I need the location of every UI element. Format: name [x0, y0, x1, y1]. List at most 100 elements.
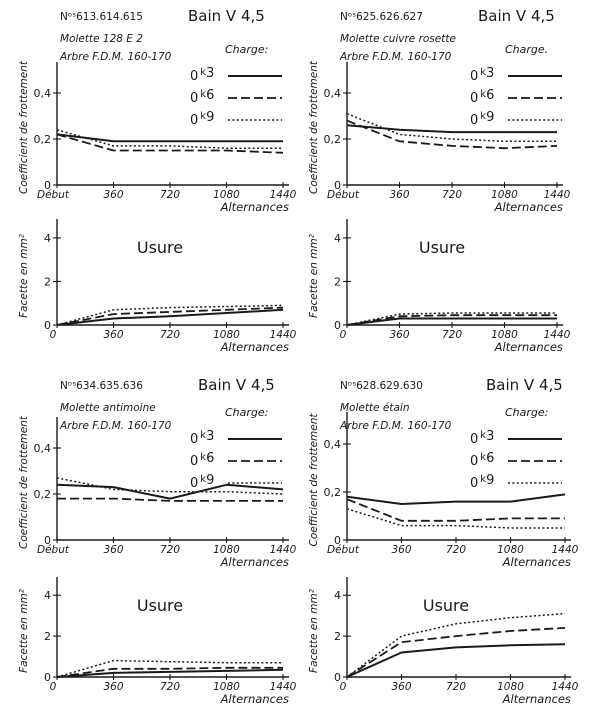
y-axis-label: Facette en mm²	[18, 588, 30, 673]
y-tick-label: 0,2	[324, 486, 342, 499]
x-tick-label: Début	[37, 189, 70, 201]
y-axis-label: Facette en mm²	[18, 233, 30, 318]
y-tick-label: 0	[44, 179, 51, 192]
series-line-0k6	[57, 497, 283, 502]
y-axis-label: Coefficient de frottement	[308, 413, 320, 547]
y-tick-label: 2	[44, 275, 51, 288]
x-tick-label: 360	[103, 681, 123, 693]
y-tick-label: 0	[334, 319, 341, 332]
wear-title: Usure	[419, 238, 465, 257]
legend-entry-0k6: 0 k6	[190, 451, 214, 469]
y-tick-label: 0,4	[324, 87, 342, 100]
y-tick-label: 0,4	[34, 442, 52, 455]
shaft-label: Arbre F.D.M. 160-170	[339, 51, 452, 63]
legend-entry-0k6: 0 k6	[470, 88, 494, 106]
y-axis-label: Coefficient de frottement	[18, 415, 30, 549]
series-line-0k3	[346, 317, 557, 326]
series-line-0k9	[346, 612, 566, 678]
x-tick-label: 1080	[497, 544, 524, 556]
y-tick-label: 0	[334, 671, 341, 684]
legend-header: Charge:	[225, 406, 268, 419]
x-axis-label: Alternances	[494, 340, 563, 354]
y-tick-label: 2	[44, 630, 51, 643]
series-line-0k3	[346, 493, 566, 505]
series-line-0k6	[346, 314, 557, 326]
x-tick-label: 1440	[270, 329, 297, 341]
legend: Charge: 0 k3 0 k6 0 k9	[470, 406, 562, 491]
legend-entry-0k9: 0 k9	[470, 473, 494, 491]
legend-header: Charge.	[505, 43, 548, 56]
x-tick-label: 0	[340, 329, 347, 341]
y-tick-label: 0	[44, 319, 51, 332]
x-tick-label: 1080	[213, 681, 240, 693]
x-tick-label: 360	[103, 329, 123, 341]
panel-628: Nᵒˢ628.629.630 Bain V 4,5 Molette étain Arb…	[308, 376, 579, 706]
x-tick-label: 1440	[270, 681, 297, 693]
legend-entry-0k3: 0 k3	[470, 66, 494, 84]
series-line-0k9	[346, 508, 565, 529]
y-axis-label: Coefficient de frottement	[18, 60, 30, 194]
x-tick-label: Début	[327, 544, 360, 556]
legend-entry-0k6: 0 k6	[190, 88, 214, 106]
y-tick-label: 0	[44, 534, 51, 547]
shaft-label: Arbre F.D.M. 160-170	[339, 420, 452, 432]
y-tick-label: 0,2	[34, 488, 52, 501]
x-tick-label: 1080	[497, 681, 524, 693]
roller-label: Molette étain	[340, 402, 409, 414]
wear-title: Usure	[423, 596, 469, 615]
series-line-0k6	[346, 498, 565, 522]
panel-634: Nᵒˢ634.635.636 Bain V 4,5 Molette antimoin…	[18, 376, 297, 706]
series-line-0k6	[346, 627, 566, 678]
x-tick-label: 720	[160, 329, 180, 341]
legend-entry-0k3: 0 k3	[470, 429, 494, 447]
series-line-0k3	[56, 668, 284, 678]
panel-613: Nᵒˢ613.614.615 Bain V 4,5 Molette 128 E 2 A…	[18, 7, 297, 354]
x-tick-label: 1080	[491, 189, 518, 201]
specimen-numbers: Nᵒˢ625.626.627	[340, 11, 423, 23]
x-tick-label: 1440	[544, 329, 571, 341]
y-axis-label: Facette en mm²	[308, 588, 320, 673]
x-tick-label: 1440	[270, 189, 297, 201]
bath-label: Bain V 4,5	[198, 376, 275, 394]
legend-entry-0k9: 0 k9	[470, 110, 494, 128]
series-line-0k6	[56, 133, 284, 154]
series-line-0k9	[56, 304, 284, 326]
roller-label: Molette 128 E 2	[60, 33, 143, 45]
x-tick-label: 1080	[213, 329, 240, 341]
specimen-numbers: Nᵒˢ628.629.630	[340, 380, 423, 392]
x-tick-label: Début	[37, 544, 70, 556]
series-line-0k3	[56, 308, 284, 326]
x-tick-label: 1080	[213, 544, 240, 556]
panel-625: Nᵒˢ625.626.627 Bain V 4,5 Molette cuivre r…	[308, 7, 571, 354]
legend-entry-0k6: 0 k6	[470, 451, 494, 469]
x-tick-label: 1440	[270, 544, 297, 556]
y-tick-label: 4	[334, 232, 341, 245]
x-tick-label: 0	[50, 681, 57, 693]
x-tick-label: 720	[446, 544, 466, 556]
series-line-0k6	[56, 306, 284, 326]
y-tick-label: 0	[334, 179, 341, 192]
x-tick-label: 720	[160, 544, 180, 556]
specimen-numbers: Nᵒˢ613.614.615	[60, 11, 143, 23]
x-tick-label: 360	[103, 544, 123, 556]
y-tick-label: 4	[44, 232, 51, 245]
x-tick-label: 1440	[552, 544, 579, 556]
y-tick-label: 0	[334, 534, 341, 547]
x-tick-label: 1080	[491, 329, 518, 341]
bath-label: Bain V 4,5	[188, 7, 265, 25]
roller-label: Molette antimoine	[60, 402, 156, 414]
x-tick-label: 360	[391, 544, 411, 556]
wear-title: Usure	[137, 596, 183, 615]
shaft-label: Arbre F.D.M. 160-170	[59, 420, 172, 432]
legend-entry-0k3: 0 k3	[190, 429, 214, 447]
y-tick-label: 0,2	[324, 133, 342, 146]
y-tick-label: 0,4	[324, 438, 342, 451]
legend-header: Charge:	[225, 43, 268, 56]
x-tick-label: 720	[442, 329, 462, 341]
series-line-0k9	[56, 129, 283, 149]
x-tick-label: 1080	[213, 189, 240, 201]
y-axis-label: Coefficient de frottement	[308, 60, 320, 194]
